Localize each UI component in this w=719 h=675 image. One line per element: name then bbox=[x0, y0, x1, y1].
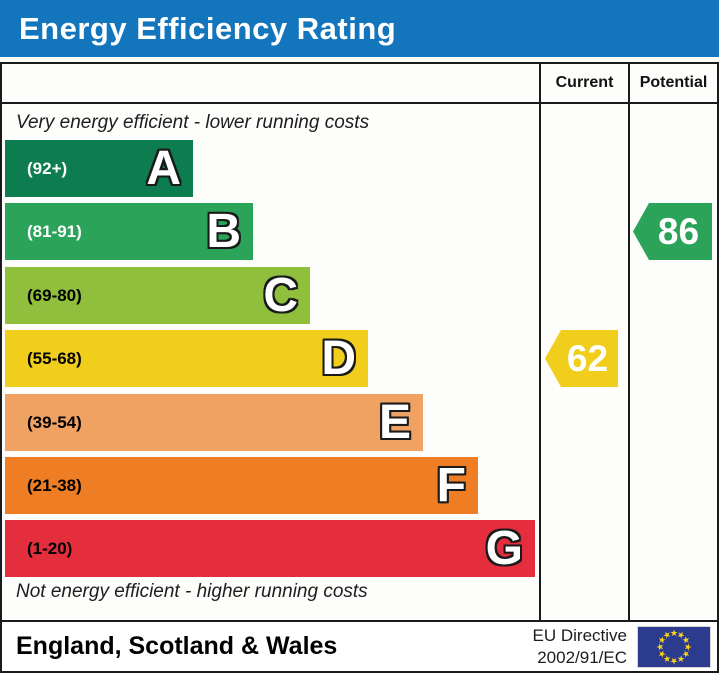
band-f-range: (21-38) bbox=[27, 475, 82, 495]
column-divider-current bbox=[539, 64, 541, 620]
band-d-letter: D bbox=[321, 332, 356, 385]
band-b-letter: B bbox=[206, 205, 241, 258]
title-bar: Energy Efficiency Rating bbox=[0, 0, 719, 57]
band-e: (39-54) E bbox=[5, 394, 423, 451]
band-b-range: (81-91) bbox=[27, 221, 82, 241]
band-g: (1-20) G bbox=[5, 520, 535, 577]
band-a-range: (92+) bbox=[27, 158, 68, 178]
region-label: England, Scotland & Wales bbox=[16, 632, 338, 660]
current-rating-marker: 62 bbox=[545, 330, 618, 387]
potential-rating-marker: 86 bbox=[633, 203, 712, 260]
band-e-range: (39-54) bbox=[27, 412, 82, 432]
band-f-letter: F bbox=[436, 459, 466, 512]
band-a-letter: A bbox=[146, 142, 181, 195]
bottom-note: Not energy efficient - higher running co… bbox=[16, 581, 368, 602]
band-a: (92+) A bbox=[5, 140, 193, 197]
band-g-range: (1-20) bbox=[27, 538, 73, 558]
eu-flag-icon: ★ ★ ★ ★ ★ ★ ★ ★ ★ ★ ★ ★ bbox=[637, 626, 711, 668]
eu-directive-line1: EU Directive bbox=[532, 626, 627, 645]
current-column-header: Current bbox=[555, 74, 614, 91]
eu-directive-label: EU Directive 2002/91/EC bbox=[533, 625, 627, 669]
band-g-letter: G bbox=[485, 522, 523, 575]
band-c-letter: C bbox=[263, 269, 298, 322]
top-note: Very energy efficient - lower running co… bbox=[16, 112, 370, 133]
current-rating-value: 62 bbox=[566, 337, 609, 379]
band-e-letter: E bbox=[378, 396, 411, 449]
potential-rating-value: 86 bbox=[657, 210, 700, 252]
column-divider-potential bbox=[628, 64, 630, 620]
band-d-range: (55-68) bbox=[27, 348, 82, 368]
footer: England, Scotland & Wales EU Directive 2… bbox=[2, 620, 717, 671]
eu-flag-star: ★ bbox=[669, 628, 679, 638]
header-row bbox=[2, 64, 717, 104]
band-b: (81-91) B bbox=[5, 203, 253, 260]
potential-column-header: Potential bbox=[639, 74, 708, 91]
eu-directive-line2: 2002/91/EC bbox=[537, 648, 627, 667]
band-c-range: (69-80) bbox=[27, 285, 82, 305]
band-d: (55-68) D bbox=[5, 330, 368, 387]
rating-table: Current Potential Very energy efficient … bbox=[0, 62, 719, 673]
page-title: Energy Efficiency Rating bbox=[19, 10, 397, 46]
band-c: (69-80) C bbox=[5, 267, 310, 324]
band-f: (21-38) F bbox=[5, 457, 478, 514]
